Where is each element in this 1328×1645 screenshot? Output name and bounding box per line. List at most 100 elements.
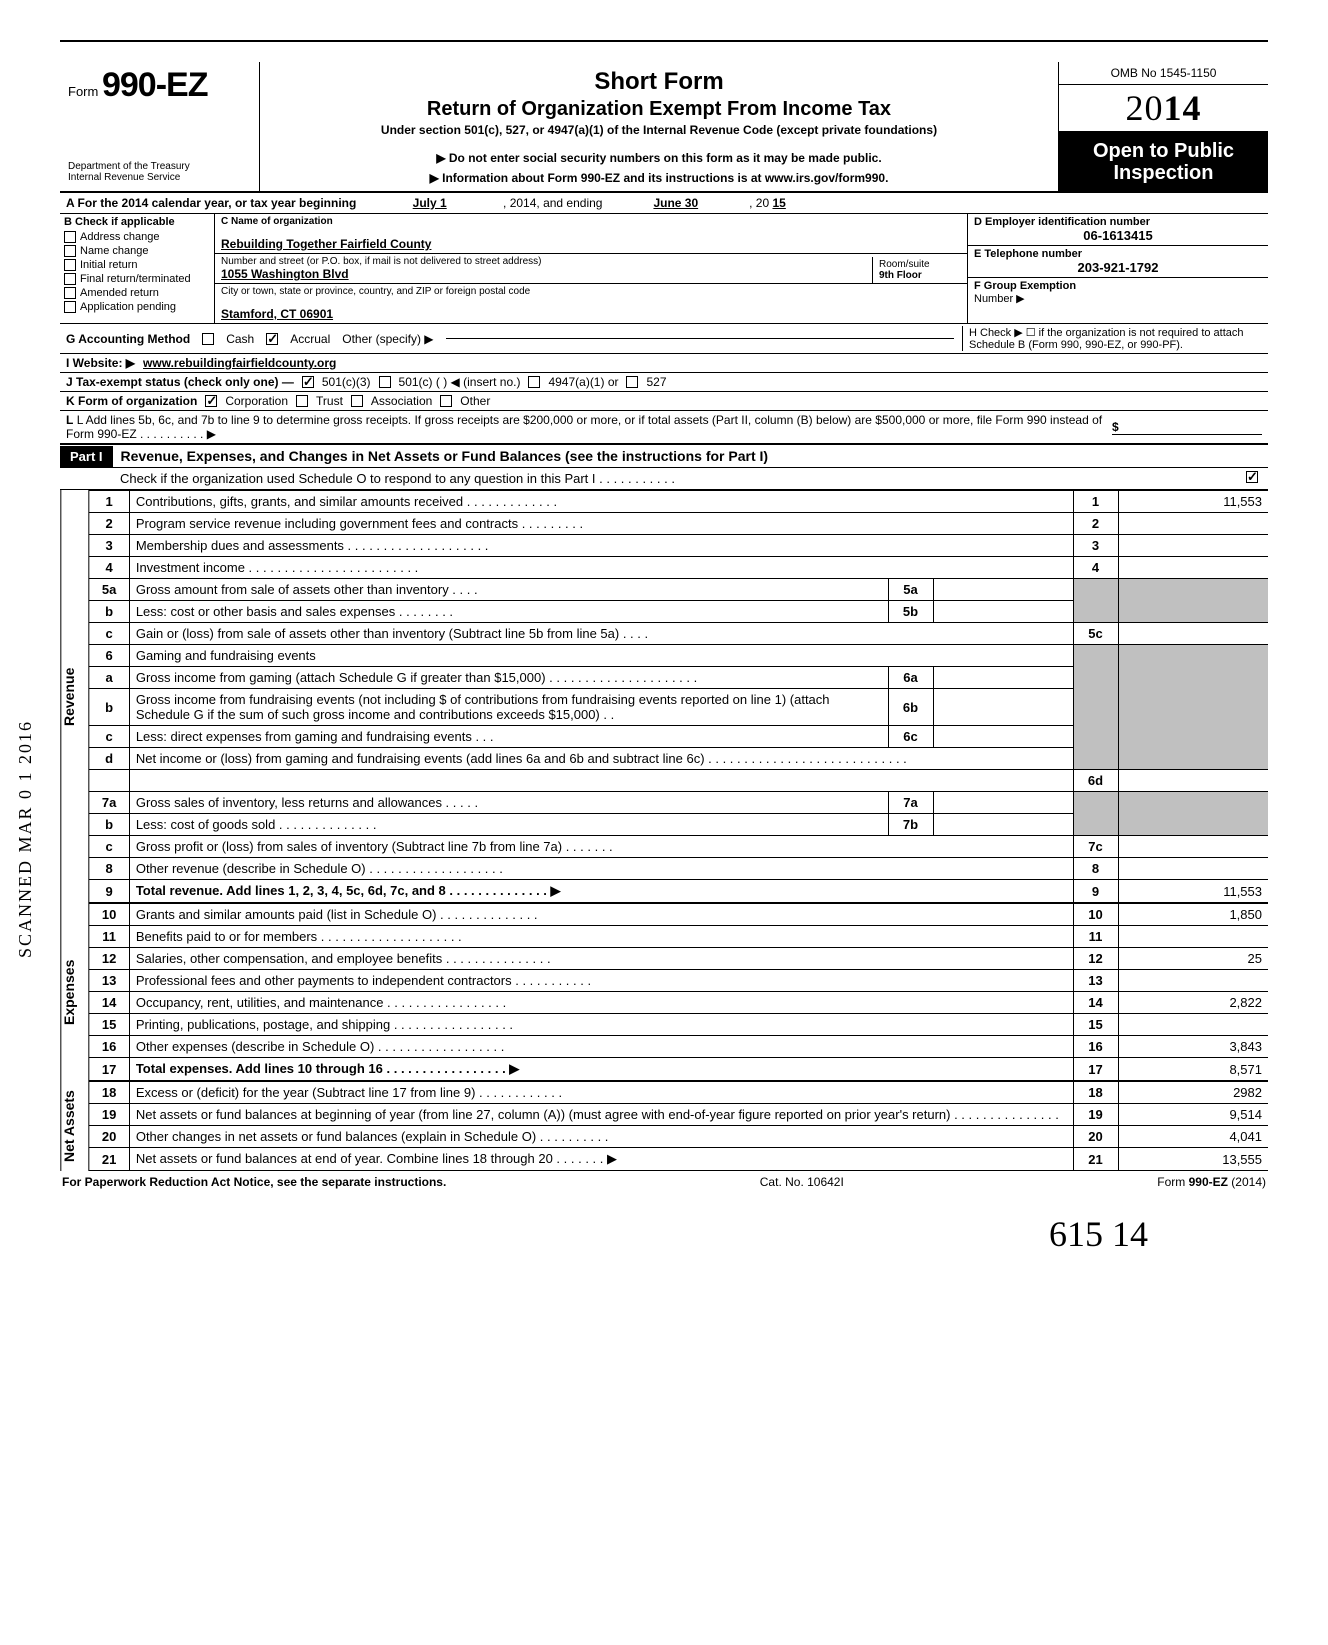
city-label: City or town, state or province, country… xyxy=(221,286,961,297)
line-1: 1Contributions, gifts, grants, and simil… xyxy=(89,491,1268,513)
other-k-label: Other xyxy=(460,394,490,408)
checkbox-icon[interactable] xyxy=(205,395,217,407)
scanned-stamp: SCANNED MAR 0 1 2016 xyxy=(15,720,36,958)
netassets-section: Net Assets 18Excess or (deficit) for the… xyxy=(60,1081,1268,1171)
line-15: 15Printing, publications, postage, and s… xyxy=(89,1014,1268,1036)
line-17: 17Total expenses. Add lines 10 through 1… xyxy=(89,1058,1268,1081)
d-row: D Employer identification number 06-1613… xyxy=(968,214,1268,246)
chk-amended[interactable]: Amended return xyxy=(60,286,214,300)
year-bold: 14 xyxy=(1164,88,1202,128)
checkbox-icon[interactable] xyxy=(64,273,76,285)
527-label: 527 xyxy=(646,375,666,389)
netassets-table: 18Excess or (deficit) for the year (Subt… xyxy=(89,1081,1268,1171)
ghijkl-block: G Accounting Method Cash Accrual Other (… xyxy=(60,324,1268,443)
footer-mid: Cat. No. 10642I xyxy=(760,1175,844,1189)
chk-label: Amended return xyxy=(80,287,159,299)
form-prefix: Form xyxy=(68,84,98,99)
checkbox-icon[interactable] xyxy=(296,395,308,407)
checkbox-icon[interactable] xyxy=(202,333,214,345)
row-a: A For the 2014 calendar year, or tax yea… xyxy=(60,193,1268,214)
l-dollar: $ xyxy=(1112,420,1119,434)
ein: 06-1613415 xyxy=(974,228,1262,243)
line-18: 18Excess or (deficit) for the year (Subt… xyxy=(89,1082,1268,1104)
row-l: L L Add lines 5b, 6c, and 7b to line 9 t… xyxy=(60,411,1268,443)
line-19: 19Net assets or fund balances at beginni… xyxy=(89,1104,1268,1126)
checkbox-icon[interactable] xyxy=(379,376,391,388)
expenses-section: Expenses 10Grants and similar amounts pa… xyxy=(60,903,1268,1081)
open1: Open to Public xyxy=(1063,140,1264,162)
expenses-table: 10Grants and similar amounts paid (list … xyxy=(89,903,1268,1081)
checkbox-icon[interactable] xyxy=(351,395,363,407)
handwritten: 615 14 xyxy=(60,1213,1268,1255)
line-4: 4Investment income . . . . . . . . . . .… xyxy=(89,557,1268,579)
checkbox-icon[interactable] xyxy=(64,245,76,257)
open-public: Open to Public Inspection xyxy=(1059,132,1268,191)
part1-bar: Part I xyxy=(60,446,113,467)
chk-final[interactable]: Final return/terminated xyxy=(60,272,214,286)
g-label: G Accounting Method xyxy=(66,332,190,346)
expenses-label: Expenses xyxy=(60,903,89,1081)
line-12: 12Salaries, other compensation, and empl… xyxy=(89,948,1268,970)
room-val: 9th Floor xyxy=(879,270,961,281)
chk-pending[interactable]: Application pending xyxy=(60,300,214,314)
line-20: 20Other changes in net assets or fund ba… xyxy=(89,1126,1268,1148)
line-21: 21Net assets or fund balances at end of … xyxy=(89,1148,1268,1171)
c-label: 501(c) ( ) ◀ (insert no.) xyxy=(399,375,521,389)
checkbox-icon[interactable] xyxy=(64,231,76,243)
row-i: I Website: ▶ www.rebuildingfairfieldcoun… xyxy=(60,354,1268,373)
omb-number: OMB No 1545-1150 xyxy=(1059,62,1268,85)
e-label: E Telephone number xyxy=(974,248,1082,260)
corp-label: Corporation xyxy=(225,394,288,408)
ssn-note: ▶ Do not enter social security numbers o… xyxy=(270,151,1048,165)
a1-label: 4947(a)(1) or xyxy=(548,375,618,389)
revenue-table: 1Contributions, gifts, grants, and simil… xyxy=(89,490,1268,903)
org-name: Rebuilding Together Fairfield County xyxy=(221,237,961,251)
checkbox-icon[interactable] xyxy=(528,376,540,388)
chk-label: Address change xyxy=(80,231,160,243)
room-suite: Room/suite 9th Floor xyxy=(872,257,967,283)
checkbox-icon[interactable] xyxy=(440,395,452,407)
line-16: 16Other expenses (describe in Schedule O… xyxy=(89,1036,1268,1058)
col-c: C Name of organization Rebuilding Togeth… xyxy=(215,214,968,323)
row-k: K Form of organization Corporation Trust… xyxy=(60,392,1268,411)
title-cell: Short Form Return of Organization Exempt… xyxy=(260,62,1058,191)
line-5a: 5aGross amount from sale of assets other… xyxy=(89,579,1268,601)
top-rule xyxy=(60,40,1268,42)
line-13: 13Professional fees and other payments t… xyxy=(89,970,1268,992)
footer-right: Form 990-EZ (2014) xyxy=(1157,1175,1266,1189)
part1-title: Revenue, Expenses, and Changes in Net As… xyxy=(113,445,777,467)
col-b-header: B Check if applicable xyxy=(64,216,175,228)
col-def: D Employer identification number 06-1613… xyxy=(968,214,1268,323)
main-grid: B Check if applicable Address change Nam… xyxy=(60,214,1268,324)
line-3: 3Membership dues and assessments . . . .… xyxy=(89,535,1268,557)
f-label2: Number ▶ xyxy=(974,292,1262,305)
checkbox-icon[interactable] xyxy=(64,259,76,271)
other-label: Other (specify) ▶ xyxy=(342,332,433,346)
dept2: Internal Revenue Service xyxy=(68,172,251,183)
city: Stamford, CT 06901 xyxy=(221,307,961,321)
checkbox-icon[interactable] xyxy=(302,376,314,388)
line-14: 14Occupancy, rent, utilities, and mainte… xyxy=(89,992,1268,1014)
checkbox-icon[interactable] xyxy=(64,287,76,299)
checkbox-icon[interactable] xyxy=(64,301,76,313)
chk-initial[interactable]: Initial return xyxy=(60,258,214,272)
line-9: 9Total revenue. Add lines 1, 2, 3, 4, 5c… xyxy=(89,880,1268,903)
f-row: F Group Exemption Number ▶ xyxy=(968,278,1268,323)
checkbox-icon[interactable] xyxy=(1246,471,1258,483)
row-g: G Accounting Method Cash Accrual Other (… xyxy=(60,324,1268,354)
name-label: C Name of organization xyxy=(221,216,333,227)
dept1: Department of the Treasury xyxy=(68,161,251,172)
line-7c: cGross profit or (loss) from sales of in… xyxy=(89,836,1268,858)
footer: For Paperwork Reduction Act Notice, see … xyxy=(60,1171,1268,1193)
k-label: K Form of organization xyxy=(66,394,197,408)
chk-name[interactable]: Name change xyxy=(60,244,214,258)
checkbox-icon[interactable] xyxy=(266,333,278,345)
i-label: I Website: ▶ xyxy=(66,356,135,370)
line-2: 2Program service revenue including gover… xyxy=(89,513,1268,535)
chk-address[interactable]: Address change xyxy=(60,230,214,244)
row-a-mid: , 2014, and ending xyxy=(503,196,602,210)
netassets-label: Net Assets xyxy=(60,1081,89,1171)
line-5c: cGain or (loss) from sale of assets othe… xyxy=(89,623,1268,645)
line-6: 6Gaming and fundraising events xyxy=(89,645,1268,667)
checkbox-icon[interactable] xyxy=(626,376,638,388)
